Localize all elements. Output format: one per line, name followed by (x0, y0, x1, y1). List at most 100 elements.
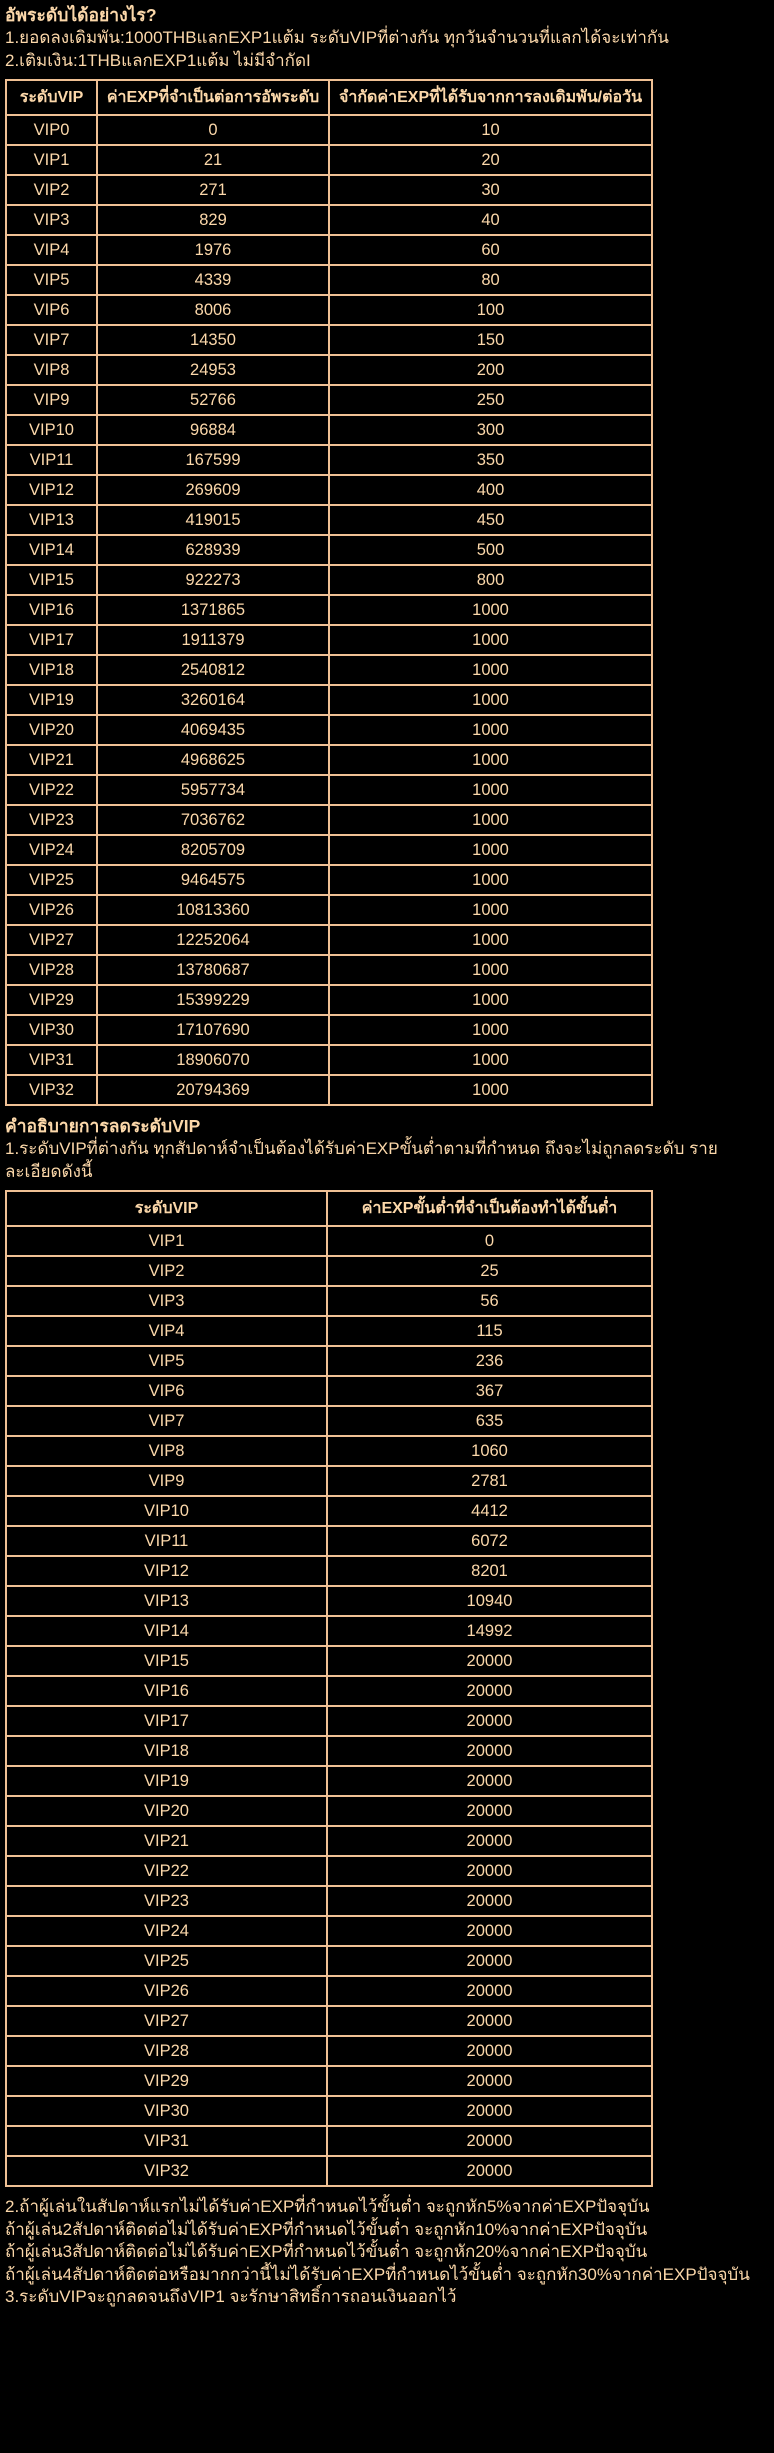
table-cell: VIP1 (5, 144, 98, 176)
table-cell: 20000 (326, 2005, 653, 2037)
table-cell: VIP27 (5, 2005, 328, 2037)
table-cell: 20000 (326, 2035, 653, 2067)
table-row: VIP16 1371865 1000 (5, 594, 653, 626)
table-cell: 20000 (326, 1675, 653, 1707)
table-cell: VIP7 (5, 1405, 328, 1437)
table-row: VIP23 20000 (5, 1885, 653, 1917)
table-row: VIP12 269609 400 (5, 474, 653, 506)
table-cell: 4412 (326, 1495, 653, 1527)
table-row: VIP8 24953 200 (5, 354, 653, 386)
table-row: VIP24 20000 (5, 1915, 653, 1947)
table-row: VIP2 271 30 (5, 174, 653, 206)
table-cell: 1060 (326, 1435, 653, 1467)
table-row: VIP7 635 (5, 1405, 653, 1437)
footer-note-line: 2.ถ้าผู้เล่นในสัปดาห์แรกไม่ได้รับค่าEXPท… (5, 2197, 650, 2216)
table-row: VIP4 115 (5, 1315, 653, 1347)
table-row: VIP20 4069435 1000 (5, 714, 653, 746)
table-row: VIP20 20000 (5, 1795, 653, 1827)
table-row: VIP14 14992 (5, 1615, 653, 1647)
table-cell: 236 (326, 1345, 653, 1377)
table-cell: VIP3 (5, 1285, 328, 1317)
table-row: VIP18 20000 (5, 1735, 653, 1767)
table-row: VIP10 96884 300 (5, 414, 653, 446)
table-cell: 1000 (328, 954, 653, 986)
table-cell: 269609 (96, 474, 330, 506)
table-cell: 24953 (96, 354, 330, 386)
table-cell: 1000 (328, 1074, 653, 1106)
table-cell: VIP20 (5, 1795, 328, 1827)
table-cell: 922273 (96, 564, 330, 596)
table-cell: 20000 (326, 1975, 653, 2007)
table-cell: 167599 (96, 444, 330, 476)
table-cell: 52766 (96, 384, 330, 416)
table-cell: VIP21 (5, 744, 98, 776)
table-row: VIP22 20000 (5, 1855, 653, 1887)
table-cell: VIP32 (5, 2155, 328, 2187)
table-cell: VIP19 (5, 684, 98, 716)
table-cell: VIP28 (5, 2035, 328, 2067)
table-cell: VIP29 (5, 2065, 328, 2097)
table-cell: 60 (328, 234, 653, 266)
table-cell: 100 (328, 294, 653, 326)
table-cell: VIP9 (5, 384, 98, 416)
table-row: VIP7 14350 150 (5, 324, 653, 356)
table-cell: 1000 (328, 894, 653, 926)
upgrade-col-header-vip-level: ระดับVIP (5, 79, 98, 116)
table-cell: VIP12 (5, 1555, 328, 1587)
footer-note-line: 3.ระดับVIPจะถูกลดจนถึงVIP1 จะรักษาสิทธิ์… (5, 2287, 457, 2306)
table-cell: 500 (328, 534, 653, 566)
table-row: VIP27 12252064 1000 (5, 924, 653, 956)
weekly-table-body: VIP1 0 VIP2 25 VIP3 56 VIP4 115 VIP5 236 VIP6 367 VI… (5, 1225, 653, 2187)
table-cell: VIP24 (5, 834, 98, 866)
table-row: VIP31 20000 (5, 2125, 653, 2157)
table-cell: 10 (328, 114, 653, 146)
table-row: VIP10 4412 (5, 1495, 653, 1527)
table-cell: 20000 (326, 1645, 653, 1677)
table-cell: VIP31 (5, 2125, 328, 2157)
table-cell: 3260164 (96, 684, 330, 716)
table-cell: 20000 (326, 1885, 653, 1917)
table-cell: 1000 (328, 594, 653, 626)
table-cell: VIP23 (5, 804, 98, 836)
table-cell: VIP5 (5, 1345, 328, 1377)
table-cell: VIP12 (5, 474, 98, 506)
table-cell: VIP26 (5, 1975, 328, 2007)
table-cell: 15399229 (96, 984, 330, 1016)
table-row: VIP5 4339 80 (5, 264, 653, 296)
table-row: VIP16 20000 (5, 1675, 653, 1707)
table-row: VIP28 13780687 1000 (5, 954, 653, 986)
table-row: VIP8 1060 (5, 1435, 653, 1467)
table-cell: 20000 (326, 1915, 653, 1947)
table-cell: 1911379 (96, 624, 330, 656)
table-cell: 4968625 (96, 744, 330, 776)
table-cell: VIP4 (5, 234, 98, 266)
table-cell: 20 (328, 144, 653, 176)
table-row: VIP13 419015 450 (5, 504, 653, 536)
table-cell: 21 (96, 144, 330, 176)
table-row: VIP3 56 (5, 1285, 653, 1317)
table-row: VIP11 6072 (5, 1525, 653, 1557)
table-cell: 2781 (326, 1465, 653, 1497)
howto-rule-deposit: 2.เติมเงิน:1THBแลกEXP1แต้ม ไม่มีจำกัดI (5, 50, 311, 70)
upgrade-col-header-exp-required: ค่าEXPที่จำเป็นต่อการอัพระดับ (96, 79, 330, 116)
table-cell: VIP30 (5, 2095, 328, 2127)
table-cell: 9464575 (96, 864, 330, 896)
table-cell: VIP4 (5, 1315, 328, 1347)
table-cell: VIP3 (5, 204, 98, 236)
table-cell: 350 (328, 444, 653, 476)
table-cell: VIP31 (5, 1044, 98, 1076)
table-cell: 40 (328, 204, 653, 236)
table-cell: 7036762 (96, 804, 330, 836)
table-cell: VIP2 (5, 1255, 328, 1287)
table-cell: 300 (328, 414, 653, 446)
table-cell: VIP17 (5, 1705, 328, 1737)
table-cell: 20000 (326, 2095, 653, 2127)
table-row: VIP32 20794369 1000 (5, 1074, 653, 1106)
table-cell: 628939 (96, 534, 330, 566)
table-cell: VIP32 (5, 1074, 98, 1106)
table-row: VIP21 4968625 1000 (5, 744, 653, 776)
table-cell: VIP10 (5, 414, 98, 446)
demotion-heading: คำอธิบายการลดระดับVIP (5, 1116, 201, 1136)
table-row: VIP29 15399229 1000 (5, 984, 653, 1016)
table-cell: 8201 (326, 1555, 653, 1587)
